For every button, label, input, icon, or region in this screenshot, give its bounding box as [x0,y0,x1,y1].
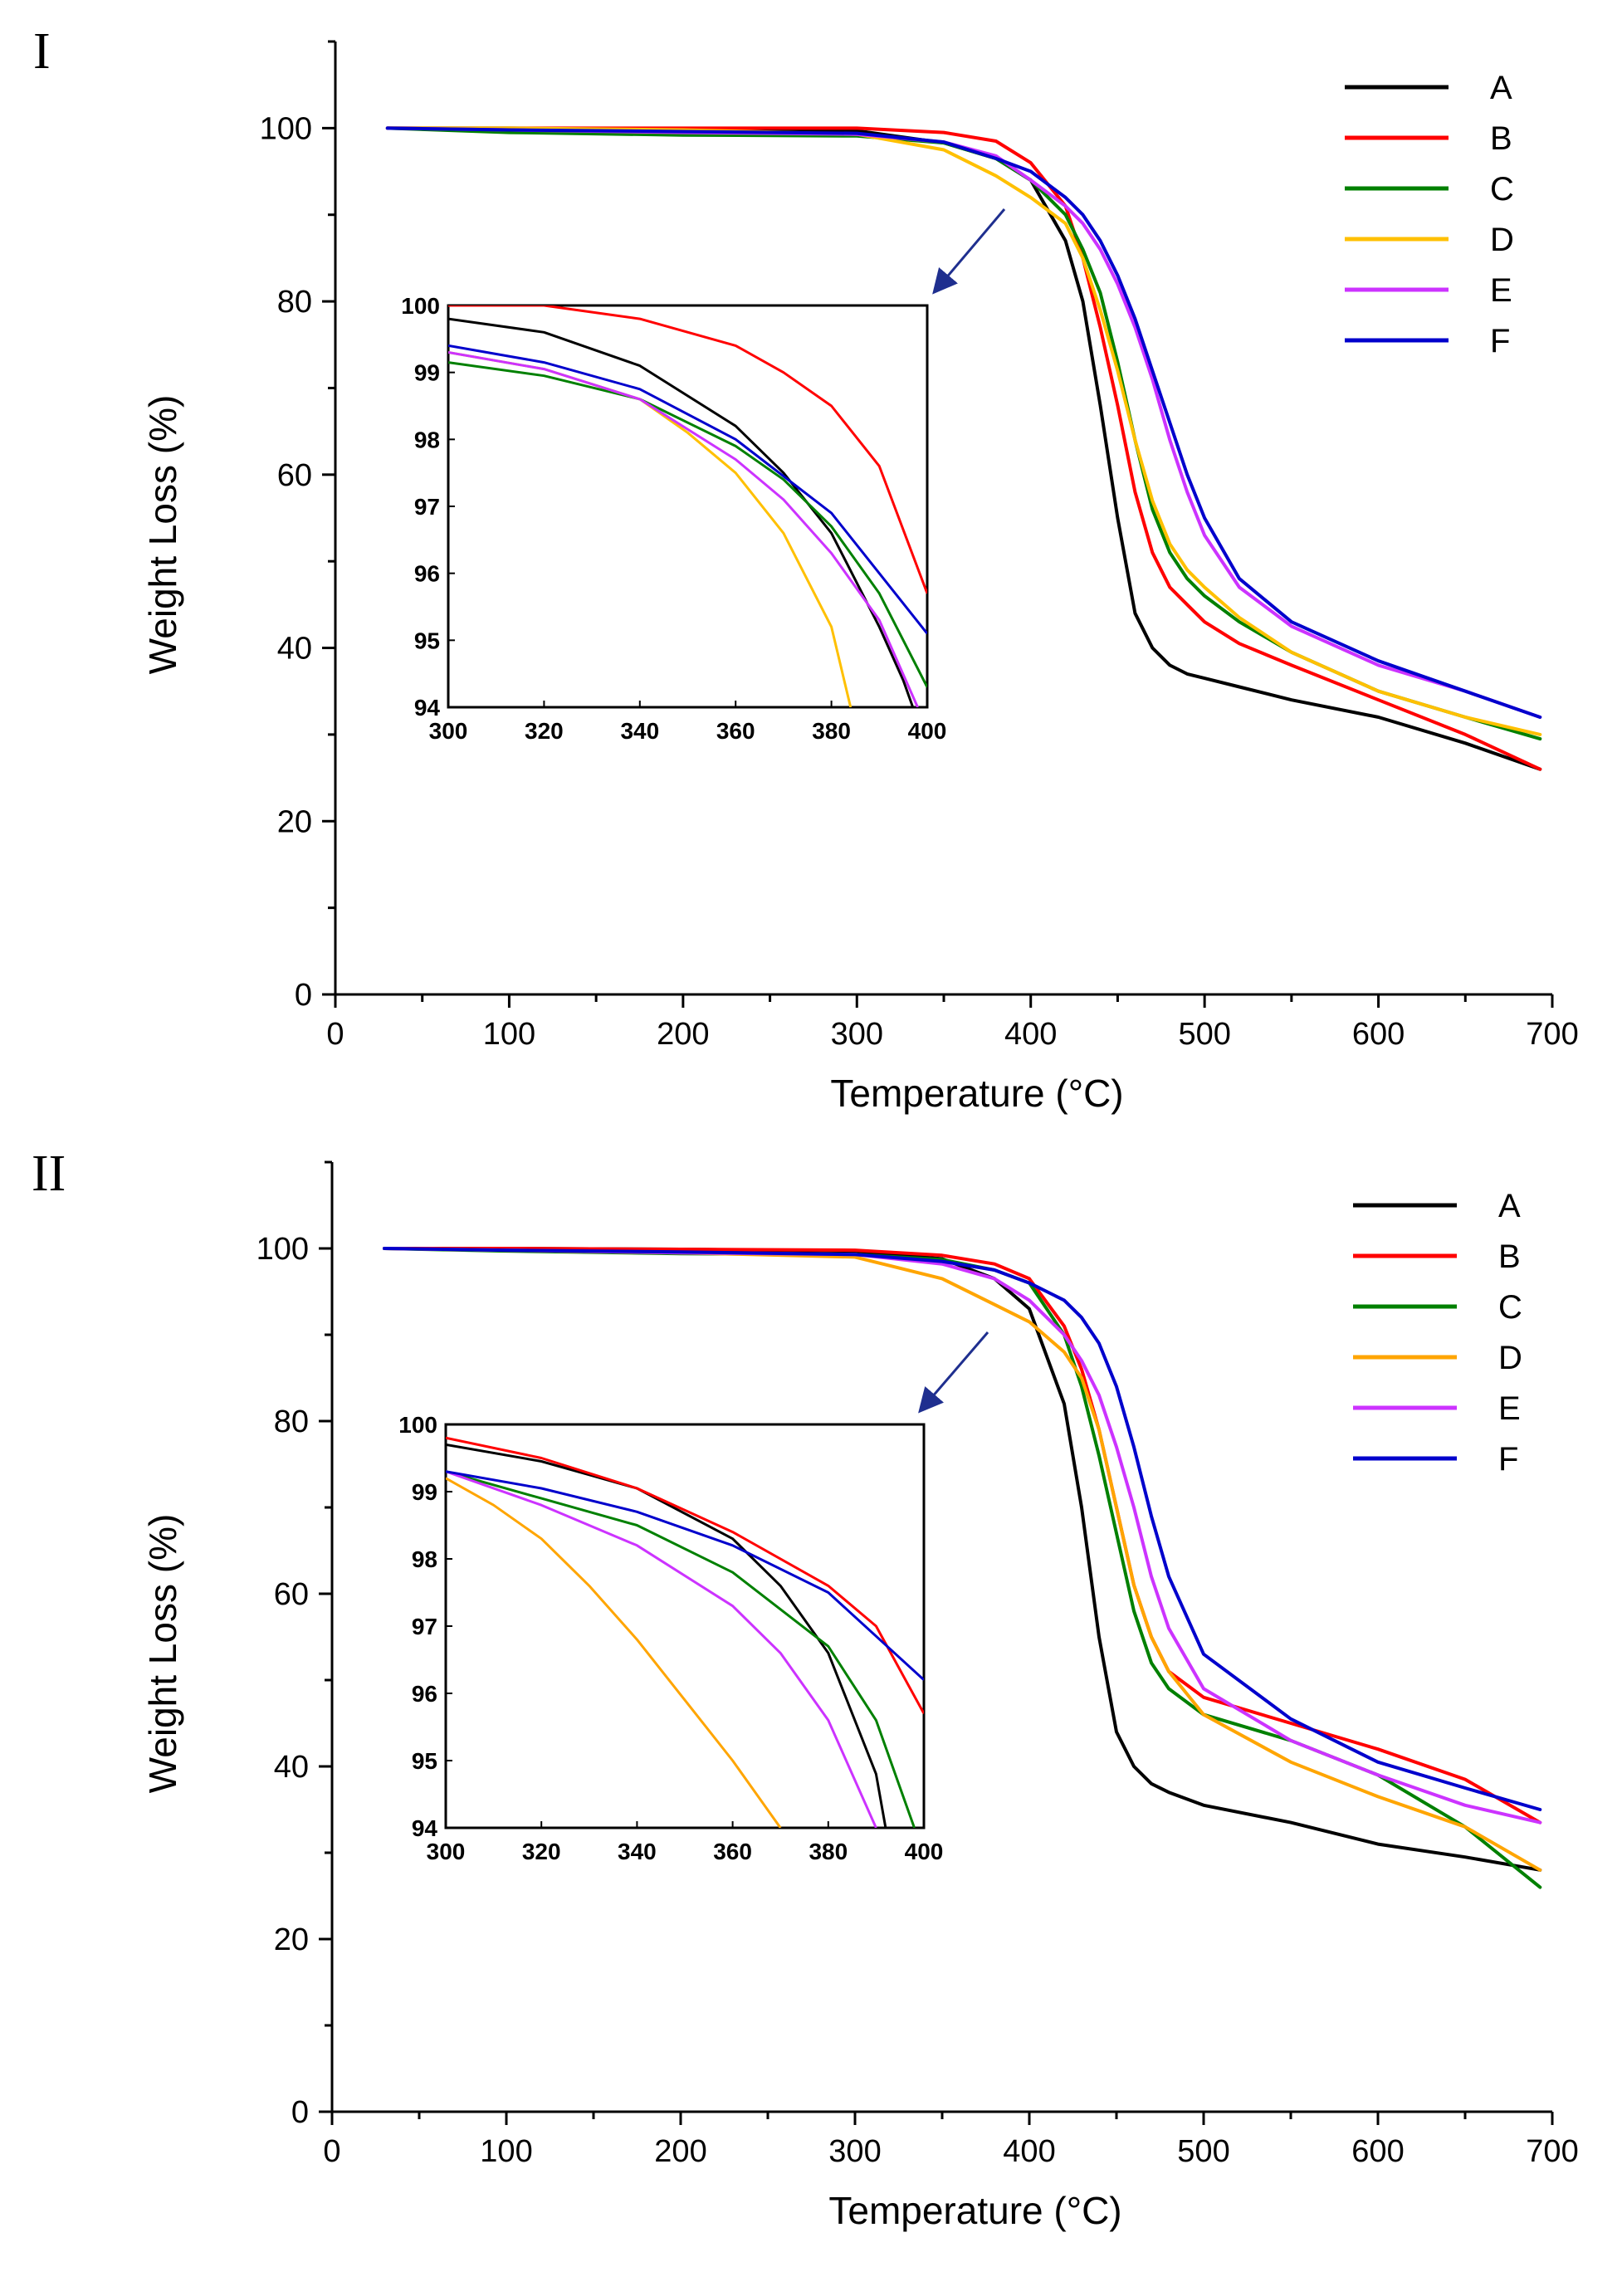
inset-series-line-b [446,1436,924,1715]
inset-series-group [448,305,927,707]
y-tick-label: 100 [256,1232,309,1267]
inset-arrow [932,208,1006,295]
x-tick-label: 700 [1526,1017,1578,1052]
inset-y-tick-label: 97 [412,1614,437,1639]
inset-series-line-a [448,317,915,707]
x-tick-label: 100 [480,2134,532,2169]
x-axis-title: Temperature (°C) [828,2189,1121,2232]
x-tick-label: 600 [1351,2134,1404,2169]
inset-x-tick-label: 340 [620,718,659,744]
y-tick-label: 40 [274,1750,309,1785]
inset-y-tick-label: 98 [414,427,440,452]
series-line-f [385,126,1542,719]
panel-label: I [33,23,51,80]
x-tick-label: 500 [1177,2134,1229,2169]
inset-x-tick-label: 400 [905,1839,944,1864]
inset-y-tick-label: 96 [412,1681,437,1707]
x-tick-label: 300 [828,2134,881,2169]
panel-label: II [32,1146,66,1202]
inset-y-tick-label: 100 [401,293,440,319]
inset-y-tick-label: 94 [412,1815,438,1841]
x-tick-label: 400 [1003,2134,1055,2169]
inset-x-tick-label: 380 [812,718,851,744]
x-tick-label: 500 [1178,1017,1230,1052]
y-axis-title: Weight Loss (%) [141,395,184,675]
legend-label-e: E [1498,1390,1521,1427]
legend-label-d: D [1498,1340,1522,1376]
y-tick-label: 80 [277,285,312,320]
inset-panel: 300 320 340 360 380 400 94 95 96 97 98 99 100 [401,293,946,744]
chart-panel-2: II 0 100 200 300 400 500 600 700 0 20 40 60 80 100 Temp… [32,1146,1579,2232]
inset-y-tick-label: 97 [414,494,440,520]
legend-label-b: B [1498,1238,1521,1275]
inset-series-line-a [446,1443,887,1828]
y-tick-label: 80 [274,1404,309,1439]
legend-label-d: D [1490,222,1514,258]
x-tick-label: 200 [657,1017,709,1052]
legend-label-a: A [1498,1188,1521,1224]
series-line-d [383,1247,1542,1872]
x-tick-label: 0 [326,1017,344,1052]
inset-y-tick-label: 98 [412,1546,437,1572]
inset-series-line-f [448,344,927,635]
inset-x-tick-label: 340 [618,1839,657,1864]
x-axis-title: Temperature (°C) [830,1072,1123,1115]
inset-x-tick-label: 320 [525,718,564,744]
inset-series-line-d [446,1477,782,1828]
series-line-d [385,126,1542,736]
inset-y-tick-label: 100 [398,1412,437,1438]
inset-x-tick-label: 360 [716,718,755,744]
inset-y-tick-label: 99 [412,1479,437,1505]
inset-y-tick-label: 95 [414,628,440,653]
inset-series-line-f [446,1470,924,1681]
y-tick-label: 0 [295,978,312,1013]
legend-label-f: F [1498,1441,1518,1478]
inset-y-tick-label: 99 [414,360,440,386]
inset-series-line-c [446,1470,916,1828]
inset-y-tick-label: 96 [414,561,440,587]
series-line-b [385,126,1542,771]
y-tick-label: 60 [274,1577,309,1612]
legend-label-c: C [1498,1289,1522,1326]
legend-label-c: C [1490,171,1514,208]
y-tick-label: 60 [277,458,312,493]
inset-x-tick-label: 300 [427,1839,466,1864]
y-tick-label: 0 [291,2095,309,2130]
legend-label-b: B [1490,120,1512,157]
inset-x-tick-label: 400 [908,718,947,744]
inset-frame [444,1423,926,1829]
series-line-f [383,1247,1542,1811]
y-tick-label: 20 [277,804,312,839]
inset-series-group [446,1436,924,1828]
y-tick-label: 40 [277,632,312,667]
inset-panel: 300 320 340 360 380 400 94 95 96 97 98 99 100 [398,1412,943,1864]
x-tick-label: 400 [1004,1017,1057,1052]
inset-x-tick-label: 320 [522,1839,561,1864]
chart-panel-1: I 0 100 200 300 400 500 600 700 0 20 40 60 80 100 Tempe… [33,23,1579,1115]
legend-label-e: E [1490,272,1512,309]
x-tick-label: 100 [483,1017,535,1052]
inset-series-line-b [448,305,927,594]
x-tick-label: 200 [654,2134,706,2169]
x-tick-label: 0 [323,2134,340,2169]
inset-arrow [918,1331,989,1414]
inset-y-tick-label: 95 [412,1748,437,1774]
x-tick-label: 600 [1352,1017,1405,1052]
y-tick-label: 20 [274,1922,309,1957]
x-tick-label: 300 [831,1017,883,1052]
legend-label-a: A [1490,70,1512,106]
x-tick-label: 700 [1526,2134,1578,2169]
inset-series-line-c [448,361,927,688]
inset-y-tick-label: 94 [414,695,441,721]
inset-x-tick-label: 380 [809,1839,848,1864]
inset-x-tick-label: 360 [713,1839,752,1864]
inset-x-tick-label: 300 [429,718,468,744]
inset-series-line-e [446,1470,877,1828]
inset-series-line-e [448,351,919,707]
y-tick-label: 100 [260,111,312,146]
legend-label-f: F [1490,323,1510,359]
y-axis-title: Weight Loss (%) [141,1514,184,1794]
